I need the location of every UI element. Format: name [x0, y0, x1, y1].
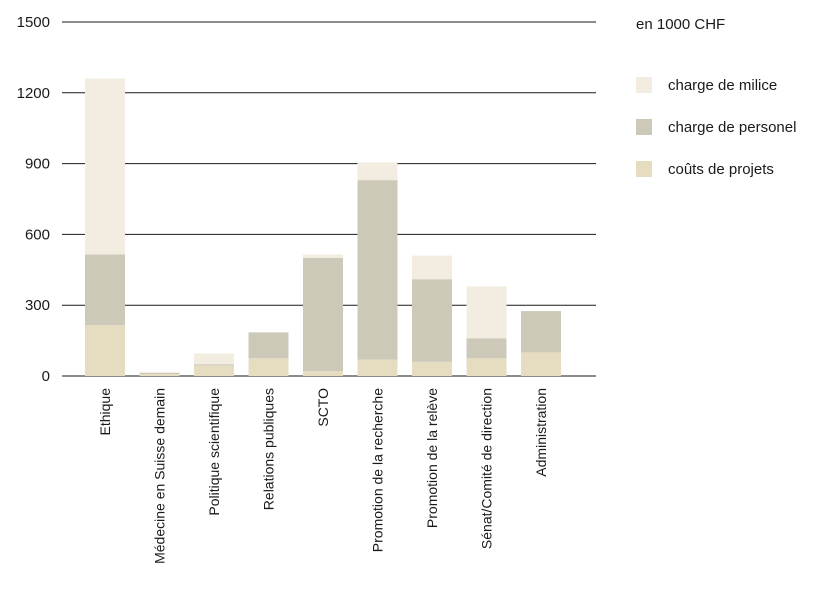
- bar-segment: [521, 352, 561, 376]
- bar-segment: [303, 371, 343, 376]
- legend-label: charge de personel: [668, 119, 796, 136]
- bar-segment: [521, 311, 561, 353]
- bar-segment: [248, 332, 289, 359]
- bar-segment: [303, 254, 343, 258]
- bars: [85, 78, 561, 376]
- bar-segment: [85, 325, 125, 376]
- bar-segment: [412, 255, 452, 280]
- bar-segment: [466, 358, 507, 376]
- bar-segment: [357, 162, 398, 181]
- bar-segment: [466, 338, 507, 359]
- category-label: SCTO: [315, 388, 331, 427]
- category-label: Politique scientifique: [206, 388, 222, 516]
- y-tick-label: 0: [42, 368, 50, 385]
- category-labels: Ethique Médecine en Suisse demain Politiqu…: [97, 388, 549, 564]
- bar-segment: [194, 365, 234, 376]
- bar-segment: [85, 78, 125, 255]
- bar-segment: [412, 361, 452, 376]
- category-label: Promotion de la recherche: [370, 388, 386, 552]
- y-axis-tick-labels: 0 300 600 900 1200 1500: [17, 14, 50, 385]
- bar-segment: [357, 359, 398, 376]
- legend-swatch: [636, 77, 652, 93]
- category-label: Médecine en Suisse demain: [152, 388, 168, 564]
- category-label: Promotion de la relève: [424, 388, 440, 528]
- y-tick-label: 300: [25, 297, 50, 314]
- legend-swatch: [636, 119, 652, 135]
- legend: charge de milice charge de personel coûts …: [636, 77, 796, 178]
- bar-segment: [357, 180, 398, 360]
- bar-segment: [412, 279, 452, 362]
- legend-swatch: [636, 161, 652, 177]
- category-label: Relations publiques: [261, 388, 277, 510]
- unit-label: en 1000 CHF: [636, 16, 725, 33]
- bar-segment: [139, 374, 180, 376]
- bar-segment: [85, 254, 125, 326]
- bar-segment: [248, 358, 289, 376]
- y-tick-label: 1200: [17, 85, 50, 102]
- y-tick-label: 900: [25, 156, 50, 173]
- category-label: Ethique: [97, 388, 113, 436]
- bar-segment: [194, 353, 234, 365]
- category-label: Administration: [533, 388, 549, 477]
- bar-segment: [303, 258, 343, 372]
- bar-segment: [139, 372, 180, 375]
- y-tick-label: 600: [25, 226, 50, 243]
- category-label: Sénat/Comité de direction: [479, 388, 495, 549]
- legend-label: coûts de projets: [668, 161, 774, 178]
- y-tick-label: 1500: [17, 14, 50, 31]
- legend-label: charge de milice: [668, 77, 777, 94]
- bar-segment: [466, 286, 507, 339]
- grid-lines: [62, 21, 596, 377]
- bar-segment: [139, 371, 180, 373]
- bar-segment: [194, 364, 234, 366]
